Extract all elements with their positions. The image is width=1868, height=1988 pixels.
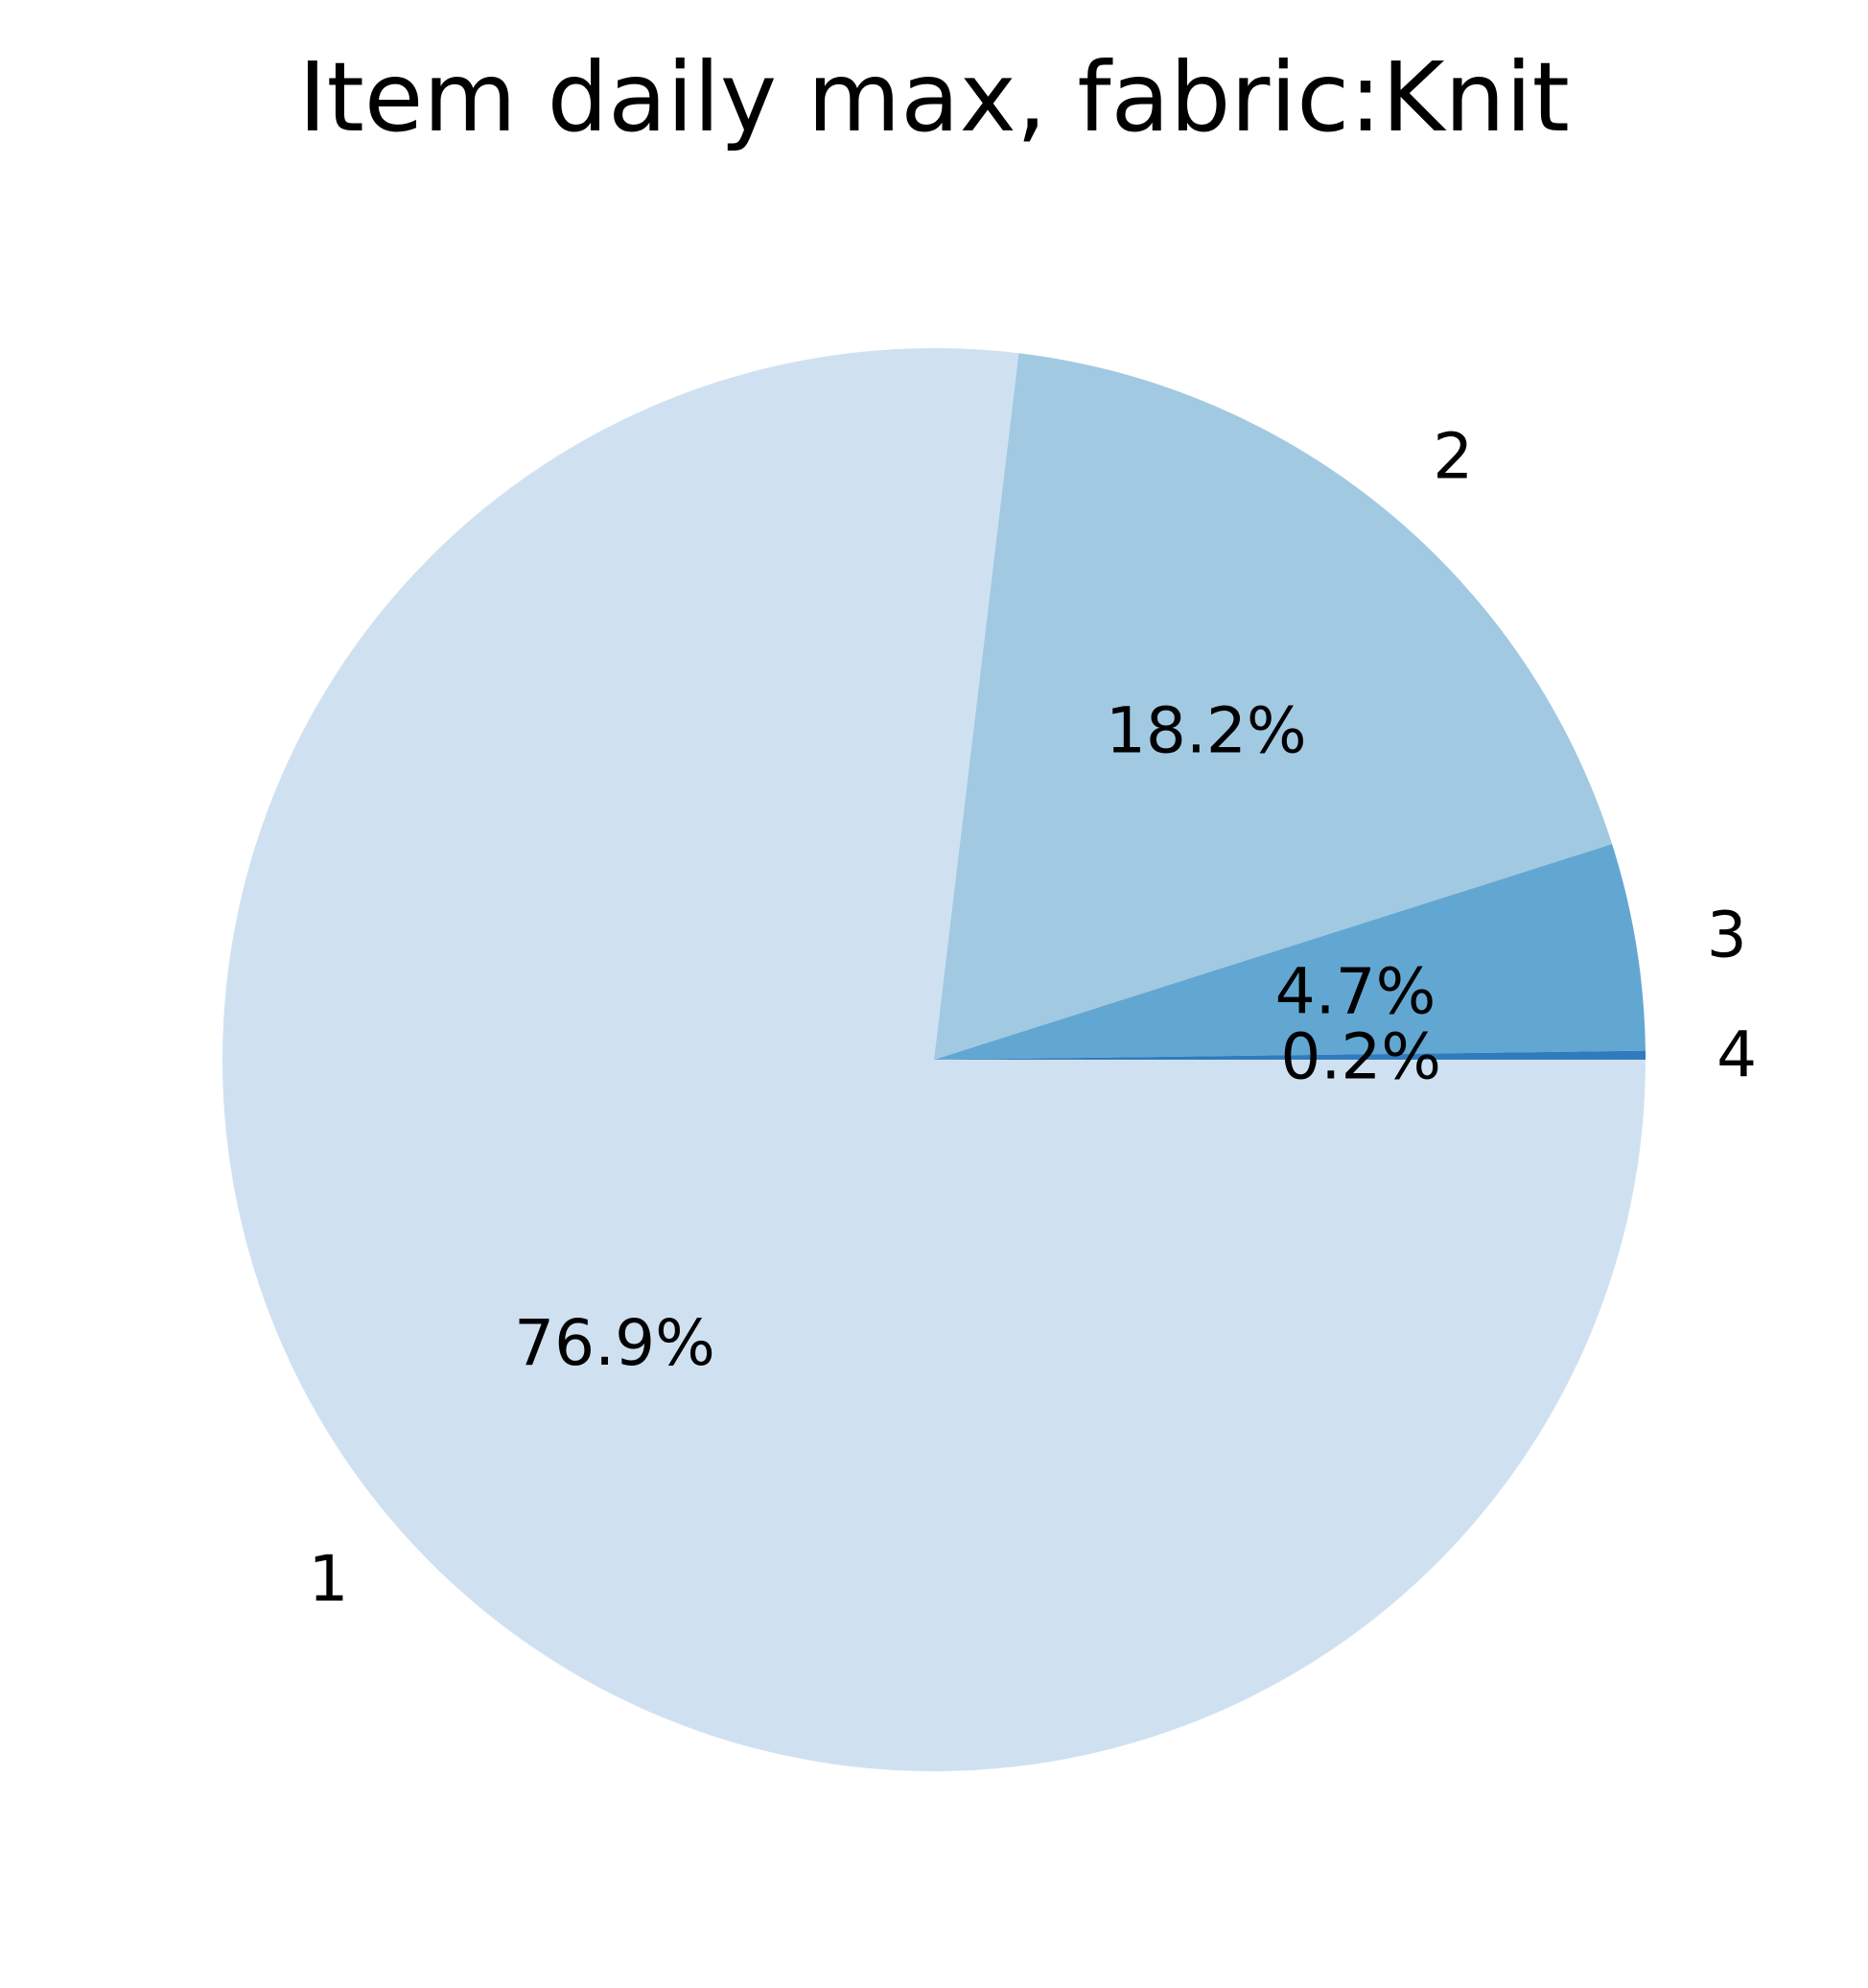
percent-label-2: 18.2% (1106, 693, 1307, 767)
pie-labels: 1 76.9% 2 18.2% 3 4.7% 4 0.2% (308, 420, 1757, 1617)
slice-label-1: 1 (308, 1542, 348, 1616)
pie-slice-4 (934, 1050, 1646, 1060)
percent-label-4: 0.2% (1280, 1020, 1441, 1094)
chart-title: Item daily max, fabric:Knit (298, 41, 1570, 153)
slice-label-4: 4 (1716, 1017, 1757, 1091)
percent-label-3: 4.7% (1275, 954, 1436, 1028)
pie-slice-2 (934, 353, 1613, 1060)
pie-slice-1 (222, 347, 1646, 1771)
slice-label-2: 2 (1433, 420, 1473, 494)
percent-label-1: 76.9% (514, 1306, 715, 1380)
pie-slices (222, 347, 1646, 1771)
pie-slice-3 (934, 844, 1646, 1060)
slice-label-3: 3 (1707, 898, 1747, 971)
